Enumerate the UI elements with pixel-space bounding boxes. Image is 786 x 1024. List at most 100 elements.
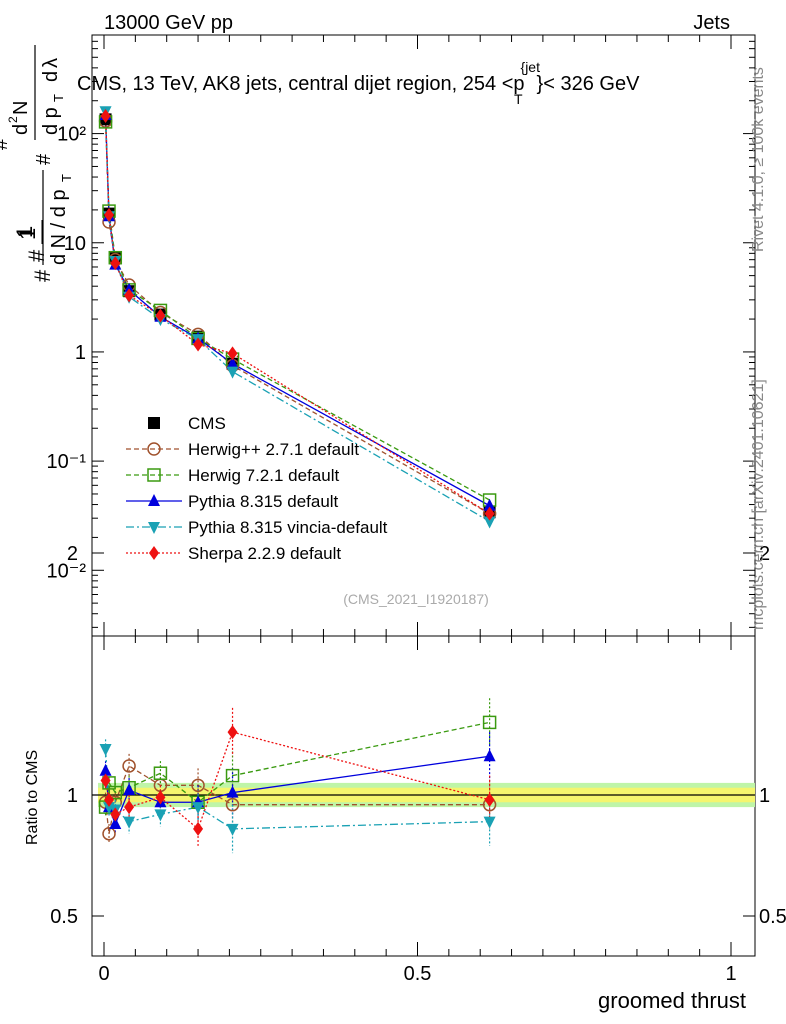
ratio-point bbox=[193, 821, 204, 836]
ratio-point bbox=[110, 807, 121, 822]
ratio-series bbox=[98, 698, 497, 854]
main-point bbox=[226, 356, 239, 369]
legend-entry-label: Herwig 7.2.1 default bbox=[188, 466, 339, 485]
main-series bbox=[98, 106, 497, 529]
plot-title-sub: T bbox=[514, 91, 523, 107]
ratio-ytick-label: 0.5 bbox=[50, 906, 78, 928]
plot-title-sup: {jet bbox=[521, 59, 541, 75]
legend-marker bbox=[147, 442, 161, 456]
process-label: Jets bbox=[693, 12, 730, 34]
legend-marker bbox=[147, 468, 161, 482]
beam-label: 13000 GeV pp bbox=[104, 12, 233, 34]
main-point bbox=[193, 337, 204, 352]
ratio-ytick-label-right: 0.5 bbox=[759, 906, 786, 928]
main-point bbox=[484, 506, 495, 521]
main-ytick-label: 1 bbox=[75, 342, 86, 364]
legend-marker bbox=[149, 546, 159, 560]
ratio-point bbox=[123, 783, 136, 796]
svg-text:#: # bbox=[24, 249, 49, 262]
main-point bbox=[110, 256, 121, 271]
main-point bbox=[100, 108, 111, 123]
legend-marker bbox=[148, 494, 160, 506]
ratio-point bbox=[100, 773, 111, 788]
main-point bbox=[155, 308, 166, 323]
plot-title-main: CMS, 13 TeV, AK8 jets, central dijet reg… bbox=[77, 73, 513, 95]
main-point bbox=[483, 516, 496, 529]
xtick-label: 0 bbox=[98, 963, 109, 985]
svg-text:d: d bbox=[10, 124, 32, 135]
legend-marker bbox=[148, 417, 160, 429]
main-point bbox=[227, 346, 238, 361]
xtick-label: 0.5 bbox=[404, 963, 432, 985]
ratio-point bbox=[483, 816, 496, 829]
plot-title: CMS, 13 TeV, AK8 jets, central dijet reg… bbox=[77, 59, 640, 107]
main-ytick-label: 10 bbox=[64, 233, 86, 255]
main-ytick-label: 10⁻¹ bbox=[47, 451, 87, 473]
legend-entry-label: Herwig++ 2.7.1 default bbox=[188, 440, 359, 459]
ratio-point bbox=[108, 785, 123, 800]
ratio-point bbox=[104, 792, 115, 807]
main-point bbox=[226, 366, 239, 379]
ratio-point bbox=[225, 768, 240, 783]
ratio-point bbox=[109, 817, 122, 830]
ratio-ytick-label: 1 bbox=[67, 785, 78, 807]
rivet-label: Rivet 4.1.0, ≥ 100k events bbox=[750, 67, 767, 252]
main-point bbox=[104, 207, 115, 222]
ratio-point bbox=[226, 785, 239, 798]
ratio-point bbox=[227, 725, 238, 740]
svg-text:T: T bbox=[51, 94, 66, 102]
plot-title-tail: }< 326 GeV bbox=[537, 73, 641, 95]
svg-text:λ: λ bbox=[40, 58, 62, 68]
svg-text:#: # bbox=[33, 153, 55, 165]
ratio-point bbox=[154, 809, 167, 822]
ratio-point bbox=[484, 792, 495, 807]
ratio-point bbox=[225, 797, 240, 812]
main-ylabel-formula: 1 d N / d p T # # d 2 N d p T d λ # bbox=[0, 45, 74, 282]
legend-entry-label: CMS bbox=[188, 414, 226, 433]
xtick-label: 1 bbox=[725, 963, 736, 985]
ratio-ytick-label-right: 2 bbox=[759, 543, 770, 565]
svg-text:2: 2 bbox=[6, 116, 20, 123]
plot-title-p: p bbox=[513, 73, 524, 95]
main-point bbox=[124, 288, 135, 303]
legend-marker bbox=[148, 522, 160, 534]
axis-ticks: 10⁻² 10⁻¹ 1 10 10² 0.5 0.5 1 1 2 2 0 0.5 1 bbox=[47, 34, 786, 985]
legend-entry-label: Pythia 8.315 default bbox=[188, 492, 339, 511]
main-ytick-label: 10⁻² bbox=[47, 560, 87, 582]
svg-text:1: 1 bbox=[12, 226, 37, 238]
ratio-point bbox=[483, 749, 496, 762]
main-line bbox=[104, 115, 490, 515]
ratio-point bbox=[153, 766, 168, 780]
svg-text:1: 1 bbox=[15, 228, 40, 240]
ratio-point bbox=[102, 826, 116, 841]
ratio-point bbox=[155, 790, 166, 805]
ratio-ylabel: Ratio to CMS bbox=[24, 750, 41, 845]
legend: CMS Herwig++ 2.7.1 default Herwig 7.2.1 de… bbox=[126, 414, 388, 563]
analysis-watermark: (CMS_2021_I1920187) bbox=[343, 591, 489, 607]
ratio-point bbox=[123, 816, 136, 829]
ratio-point bbox=[99, 763, 112, 776]
ratio-point bbox=[122, 759, 136, 773]
legend-entry-label: Sherpa 2.2.9 default bbox=[188, 544, 341, 563]
svg-text:#: # bbox=[0, 138, 12, 150]
x-axis-label: groomed thrust bbox=[598, 988, 746, 1013]
svg-text:d p: d p bbox=[40, 107, 62, 135]
ratio-point bbox=[99, 744, 112, 757]
svg-text:T: T bbox=[59, 174, 74, 182]
ratio-point bbox=[192, 802, 205, 815]
ratio-point bbox=[226, 823, 239, 836]
ratio-point bbox=[124, 800, 135, 815]
svg-text:d: d bbox=[40, 71, 62, 82]
ratio-point bbox=[191, 778, 205, 793]
svg-text:d N / d p: d N / d p bbox=[48, 189, 70, 265]
mcplots-label: mcplots.cern.ch [arXiv:2401.10621] bbox=[750, 379, 767, 630]
main-point bbox=[483, 498, 496, 511]
main-ytick-label: 10² bbox=[57, 124, 86, 146]
ratio-ytick-label: 2 bbox=[67, 543, 78, 565]
svg-text:#: # bbox=[30, 269, 55, 282]
svg-text:N: N bbox=[10, 101, 32, 115]
legend-entry-label: Pythia 8.315 vincia-default bbox=[188, 518, 388, 537]
ratio-uncertainty-band bbox=[92, 782, 755, 808]
ratio-point bbox=[482, 715, 497, 730]
